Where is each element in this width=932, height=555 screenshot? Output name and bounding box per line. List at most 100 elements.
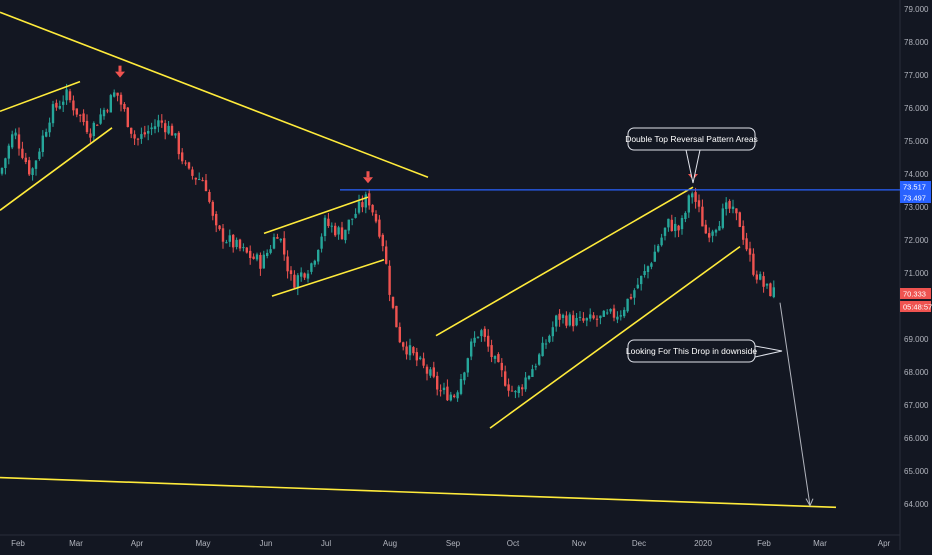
candle-body xyxy=(551,327,554,337)
candle-body xyxy=(330,225,333,227)
candle-body xyxy=(340,227,344,240)
candle-body xyxy=(334,225,337,236)
candle-body xyxy=(694,192,697,202)
candle-body xyxy=(351,218,354,220)
candle-body xyxy=(742,225,745,240)
candle-body xyxy=(667,218,670,228)
candle-body xyxy=(456,392,459,399)
candle-body xyxy=(585,318,588,321)
candle-body xyxy=(51,104,55,124)
candle-body xyxy=(41,135,44,152)
candle-body xyxy=(561,314,565,318)
candle-body xyxy=(521,387,524,390)
candle-body xyxy=(218,225,221,230)
candle-body xyxy=(398,326,401,343)
candle-body xyxy=(211,201,214,216)
candle-body xyxy=(79,114,82,116)
candle-body xyxy=(548,335,551,342)
candle-body xyxy=(721,208,724,228)
candle-body xyxy=(174,133,177,136)
candle-body xyxy=(762,276,765,287)
candle-body xyxy=(544,343,548,345)
candle-body xyxy=(572,315,575,327)
candle-body xyxy=(449,394,452,401)
candle-body xyxy=(425,366,429,374)
time-tick-label: Nov xyxy=(572,539,586,548)
candle-body xyxy=(102,109,106,117)
candle-body xyxy=(296,275,299,289)
candle-body xyxy=(473,337,476,343)
candle-body xyxy=(164,123,167,133)
candle-body xyxy=(208,192,211,202)
candle-body xyxy=(242,247,245,249)
candle-body xyxy=(215,214,218,226)
candle-body xyxy=(238,239,242,249)
price-badge: 73.497 xyxy=(900,192,931,203)
candle-body xyxy=(38,151,41,159)
projection-arrow-line[interactable] xyxy=(779,302,811,506)
candle-body xyxy=(201,180,204,182)
trendline[interactable] xyxy=(435,186,694,337)
candle-body xyxy=(62,101,65,105)
trendline[interactable] xyxy=(0,476,837,509)
candle-body xyxy=(262,254,265,269)
candle-body xyxy=(483,328,486,337)
candle-body xyxy=(524,377,527,390)
candle-body xyxy=(595,318,599,320)
annotation-text: Looking For This Drop in downside xyxy=(626,346,757,356)
candle-body xyxy=(752,253,755,275)
candle-body xyxy=(663,227,667,236)
candle-body xyxy=(395,305,398,328)
candle-body xyxy=(582,318,585,321)
candle-body xyxy=(578,316,582,318)
candle-body xyxy=(412,347,415,354)
candle-body xyxy=(286,256,289,272)
candle-body xyxy=(507,384,510,391)
trendline[interactable] xyxy=(263,196,369,235)
price-badges: 73.517 73.497 70.333 05:48:57 xyxy=(900,181,932,312)
candle-body xyxy=(755,274,758,280)
candle-body xyxy=(385,246,388,264)
drawings-layer xyxy=(0,11,900,509)
time-tick-label: Mar xyxy=(69,539,83,548)
candle-body xyxy=(269,249,272,253)
candle-body xyxy=(89,133,92,138)
trendline[interactable] xyxy=(489,245,741,429)
candle-body xyxy=(272,237,276,249)
candle-body xyxy=(626,298,629,312)
candle-body xyxy=(453,395,456,397)
trendline[interactable] xyxy=(0,127,113,211)
trendline[interactable] xyxy=(0,11,429,179)
candle-body xyxy=(45,131,48,137)
time-axis[interactable]: Feb Mar Apr May Jun Jul Aug Sep Oct Nov Dec 2020 Feb… xyxy=(11,539,890,548)
time-tick-label: Aug xyxy=(383,539,397,548)
trendline[interactable] xyxy=(0,80,81,113)
time-tick-label: Oct xyxy=(507,539,520,548)
candle-body xyxy=(459,379,463,394)
candle-body xyxy=(405,346,408,355)
candle-body xyxy=(415,352,418,361)
candle-body xyxy=(677,225,680,231)
price-tick-label: 77.000 xyxy=(904,71,929,80)
candle-body xyxy=(748,248,752,255)
candle-body xyxy=(466,358,469,373)
trendline[interactable] xyxy=(271,259,385,297)
candle-body xyxy=(575,318,578,326)
candle-body xyxy=(439,390,442,392)
candle-body xyxy=(568,314,571,326)
candle-body xyxy=(133,134,136,139)
candle-body xyxy=(541,342,544,357)
double-top-callout[interactable]: Double Top Reversal Pattern Areas xyxy=(625,127,758,184)
candle-body xyxy=(408,345,412,356)
drop-callout[interactable]: Looking For This Drop in downside xyxy=(626,339,783,363)
candle-body xyxy=(517,386,520,393)
candle-body xyxy=(633,290,636,298)
candle-body xyxy=(558,313,561,320)
candle-body xyxy=(759,274,762,280)
price-axis[interactable]: 64.00065.00066.00067.00068.00069.00070.0… xyxy=(904,5,929,509)
candle-body xyxy=(368,193,371,206)
candle-body xyxy=(11,134,14,148)
candle-body xyxy=(170,125,174,136)
time-tick-label: Sep xyxy=(446,539,461,548)
